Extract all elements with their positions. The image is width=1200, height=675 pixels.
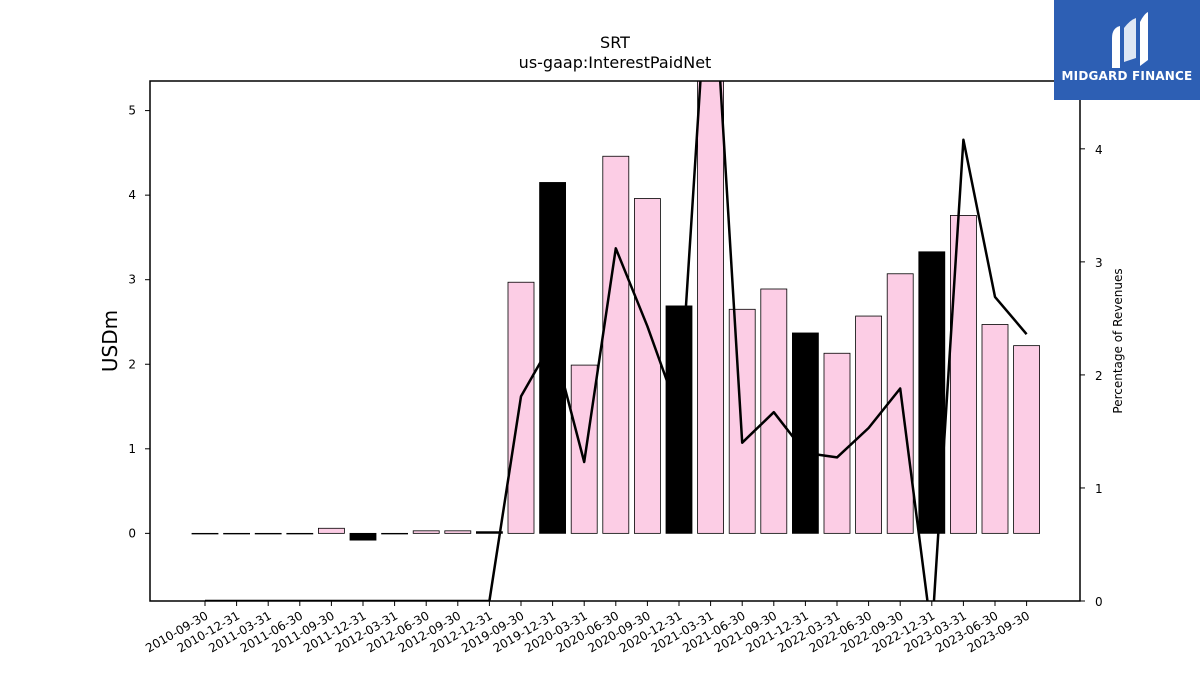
plot-frame <box>149 80 1081 602</box>
line-path <box>205 81 1028 601</box>
bar-2011-12-31 <box>349 532 377 541</box>
y2-axis: 0 1 2 3 4 <box>1080 143 1103 609</box>
y-tick-label: 4 <box>128 188 136 202</box>
bar-2020-03-31 <box>570 364 598 534</box>
bar-2023-06-30 <box>981 324 1009 534</box>
bar-2011-09-30 <box>317 527 345 534</box>
bar-2011-06-30 <box>286 532 314 535</box>
y-tick-label: 1 <box>128 442 136 456</box>
chart-title: SRT <box>600 33 630 52</box>
bar-2020-12-31 <box>665 305 693 534</box>
y-tick-label: 5 <box>128 104 136 118</box>
bar-2022-06-30 <box>855 315 882 534</box>
bar-2011-03-31 <box>254 532 282 535</box>
bar-2012-06-30 <box>412 530 440 534</box>
bar-2012-09-30 <box>444 530 472 534</box>
bar-2023-09-30 <box>1013 345 1040 534</box>
y-axis-label: USDm <box>98 310 122 372</box>
line-series <box>205 81 1028 601</box>
bar-2020-06-30 <box>602 155 630 534</box>
x-axis: 2010-09-302010-12-312011-03-312011-06-30… <box>143 601 1032 655</box>
y2-axis-label: Percentage of Revenues <box>1111 268 1125 413</box>
bar-2012-03-31 <box>381 532 409 535</box>
bar-2010-09-30 <box>191 532 219 535</box>
bar-2020-09-30 <box>634 198 661 534</box>
y2-tick-label: 2 <box>1095 369 1103 383</box>
bar-2021-06-30 <box>728 308 756 534</box>
logo-mark-icon <box>1112 12 1148 68</box>
bar-2021-03-31 <box>697 81 724 534</box>
y-axis: 0 1 2 3 4 5 <box>128 104 150 540</box>
chart-subtitle: us-gaap:InterestPaidNet <box>519 53 712 72</box>
bar-2019-09-30 <box>507 281 535 534</box>
bar-2012-12-31 <box>475 531 503 534</box>
bar-2010-12-31 <box>223 532 251 535</box>
y-tick-label: 0 <box>128 526 136 540</box>
y2-tick-label: 1 <box>1095 482 1103 496</box>
y2-tick-label: 0 <box>1095 595 1103 609</box>
bar-2022-09-30 <box>886 273 914 534</box>
y2-tick-label: 3 <box>1095 256 1103 270</box>
y2-tick-label: 4 <box>1095 143 1103 157</box>
y-tick-label: 3 <box>128 273 136 287</box>
logo-text: MIDGARD FINANCE <box>1061 69 1193 83</box>
logo: MIDGARD FINANCE <box>1054 0 1200 100</box>
bar-2021-12-31 <box>792 332 819 534</box>
y-tick-label: 2 <box>128 357 136 371</box>
bar-2022-03-31 <box>823 352 851 534</box>
bars <box>191 81 1040 541</box>
